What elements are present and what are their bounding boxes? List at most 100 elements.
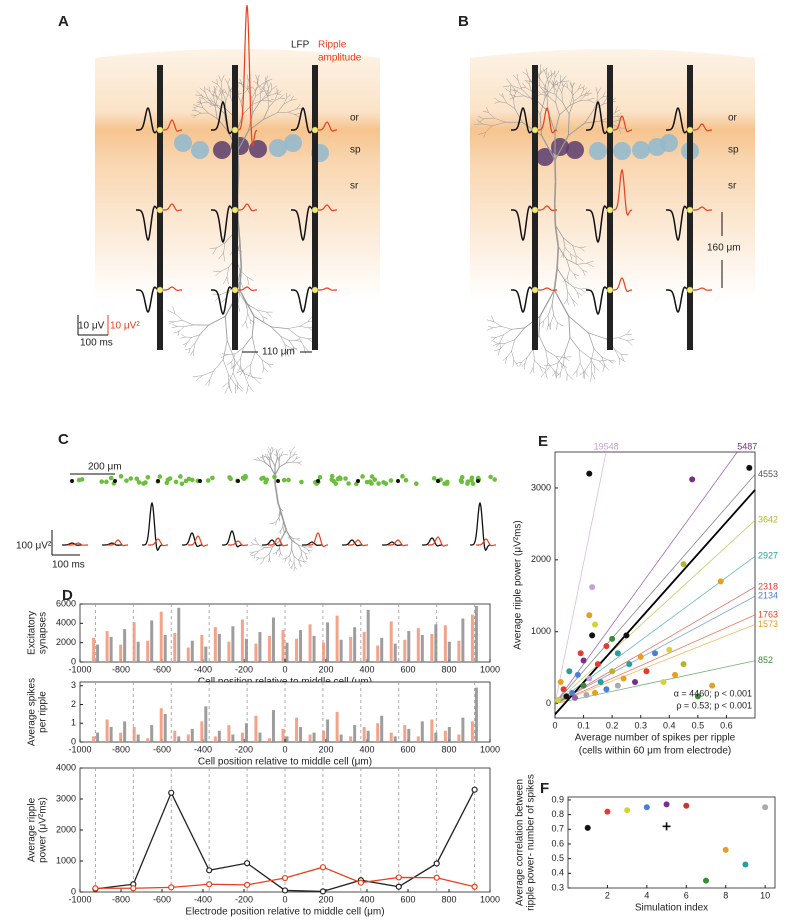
dendrite <box>568 100 575 115</box>
dendrite <box>243 363 252 371</box>
dendrite <box>275 517 280 522</box>
dendrite <box>184 348 191 351</box>
dendrite <box>172 323 178 327</box>
point <box>689 476 696 483</box>
dendrite <box>308 546 313 549</box>
y-tick-label: 0.6 <box>551 838 564 848</box>
dendrite <box>253 550 259 553</box>
x-tick-label: 400 <box>359 744 374 754</box>
dendrite <box>268 452 271 457</box>
dendrite <box>517 80 522 90</box>
waveform <box>422 537 442 547</box>
dendrite <box>215 104 225 115</box>
dendrite <box>559 105 571 116</box>
scale-label: 10 μV² <box>110 321 140 332</box>
dendrite <box>294 113 301 115</box>
dendrite <box>543 315 549 322</box>
y-tick-label: 1000 <box>56 855 76 865</box>
bar <box>227 725 231 742</box>
dendrite <box>551 71 556 77</box>
dendrite <box>264 553 270 559</box>
dendrite <box>582 371 585 379</box>
bar <box>96 644 100 662</box>
y-tick-label: 3 <box>71 680 76 690</box>
point <box>580 657 587 664</box>
dendrite <box>226 267 229 278</box>
dendrite <box>290 98 297 101</box>
dendrite <box>251 97 253 114</box>
panel-label: B <box>458 13 469 30</box>
x-tick-label: -1000 <box>68 894 91 904</box>
point <box>620 675 627 682</box>
dendrite <box>513 359 519 367</box>
dendrite <box>524 356 528 364</box>
y-tick-label: 4000 <box>56 762 76 772</box>
point <box>572 694 578 701</box>
dendrite <box>195 110 202 114</box>
dendrite <box>228 374 236 385</box>
dendrite <box>556 246 560 269</box>
point <box>603 643 610 650</box>
layer-label: sp <box>350 145 361 156</box>
dendrite <box>271 86 277 90</box>
legend-ripple: amplitude <box>318 53 362 64</box>
dendrite <box>618 334 627 339</box>
dendrite <box>259 456 264 459</box>
waveform <box>188 535 208 547</box>
dendrite <box>547 315 549 325</box>
dendrite <box>262 458 266 463</box>
waveform <box>537 107 558 134</box>
dendrite <box>268 100 276 108</box>
dendrite <box>237 94 242 103</box>
dendrite <box>212 94 218 98</box>
dendrite <box>211 81 218 85</box>
bar <box>136 734 140 742</box>
bar <box>146 640 150 662</box>
dendrite <box>576 264 583 271</box>
waveform <box>612 115 632 133</box>
dendrite <box>592 101 598 111</box>
waveform <box>262 539 282 547</box>
point <box>643 668 650 675</box>
dendrite <box>562 237 566 248</box>
contact <box>606 206 614 214</box>
dendrite <box>580 247 585 252</box>
dendrite <box>546 365 551 371</box>
dendrite <box>582 269 586 276</box>
x-tick-label: -800 <box>112 664 130 674</box>
dendrite <box>289 452 291 459</box>
dendrite <box>237 303 241 312</box>
dendrite <box>221 353 228 355</box>
waveform <box>182 532 202 548</box>
dendrite <box>579 362 585 372</box>
dendrite <box>526 349 534 358</box>
dendrite <box>583 371 589 377</box>
dendrite <box>197 100 201 103</box>
marker <box>395 874 402 881</box>
waveform <box>470 501 491 552</box>
dendrite <box>514 108 523 123</box>
dendrite <box>482 110 489 113</box>
contact <box>156 206 164 214</box>
dendrite <box>224 88 227 94</box>
y-tick-label: 0 <box>546 698 551 708</box>
dendrite <box>256 309 267 313</box>
bar <box>308 734 312 742</box>
point <box>586 470 593 477</box>
dendrite <box>495 342 501 348</box>
waveform <box>302 541 322 547</box>
dendrite <box>276 455 280 462</box>
bar <box>159 708 163 742</box>
dendrite <box>172 306 176 315</box>
dendrite <box>493 326 502 328</box>
waveform <box>692 206 712 211</box>
cell-body <box>476 479 480 483</box>
waveform <box>476 538 496 547</box>
x-tick-label: 0.5 <box>692 720 705 730</box>
marker <box>357 879 364 886</box>
y-tick-label: 0.7 <box>551 824 564 834</box>
dendrite <box>570 81 573 87</box>
x-tick-label: -200 <box>235 894 253 904</box>
dendrite <box>209 97 213 102</box>
dendrite <box>557 246 567 260</box>
